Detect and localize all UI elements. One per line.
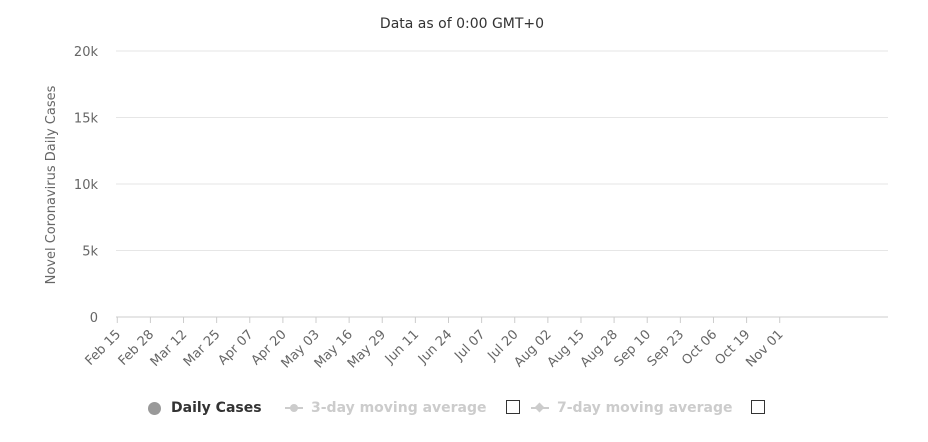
x-tick-label: Oct 06 [679,327,720,368]
x-tick-label: Aug 28 [578,327,621,370]
x-tick-label: Jun 11 [382,327,422,367]
y-tick-label: 0 [90,311,98,326]
legend-label: 7-day moving average [557,400,733,416]
y-tick-label: 15k [74,112,99,127]
checkbox-3-day-average[interactable] [506,400,520,414]
x-tick-label: Feb 15 [83,327,125,369]
gridlines [116,50,888,251]
x-tick-label: Sep 23 [645,327,688,370]
legend-item-7-day-average[interactable]: 7-day moving average [531,395,733,421]
y-tick-label: 10k [74,178,99,193]
x-tick-label: Jun 24 [415,327,455,367]
x-tick-label: Nov 01 [743,327,786,370]
legend: Daily Cases 3-day moving average 7-day m… [0,395,928,421]
y-tick-label: 20k [74,45,99,60]
circle-marker-icon [148,401,161,415]
line-circle-marker-icon [285,403,303,413]
x-tick-label: Mar 25 [181,327,224,370]
y-axis-ticks: 0 5k 10k 15k 20k [74,45,99,326]
legend-item-daily-cases[interactable]: Daily Cases [148,395,262,421]
y-tick-label: 5k [82,245,98,260]
y-axis-label: Novel Coronavirus Daily Cases [44,85,59,284]
x-tick-label: Apr 07 [215,327,256,368]
chart-svg: Data as of 0:00 GMT+0 0 5k 10k 15k 20k Feb 1… [44,16,888,371]
legend-label: Daily Cases [171,400,262,416]
chart-title: Data as of 0:00 GMT+0 [380,16,544,32]
x-tick-label: Jul 07 [451,327,488,364]
line-diamond-marker-icon [531,402,549,413]
legend-label: 3-day moving average [311,400,487,416]
checkbox-7-day-average[interactable] [751,400,765,414]
legend-item-3-day-average[interactable]: 3-day moving average [285,395,487,421]
